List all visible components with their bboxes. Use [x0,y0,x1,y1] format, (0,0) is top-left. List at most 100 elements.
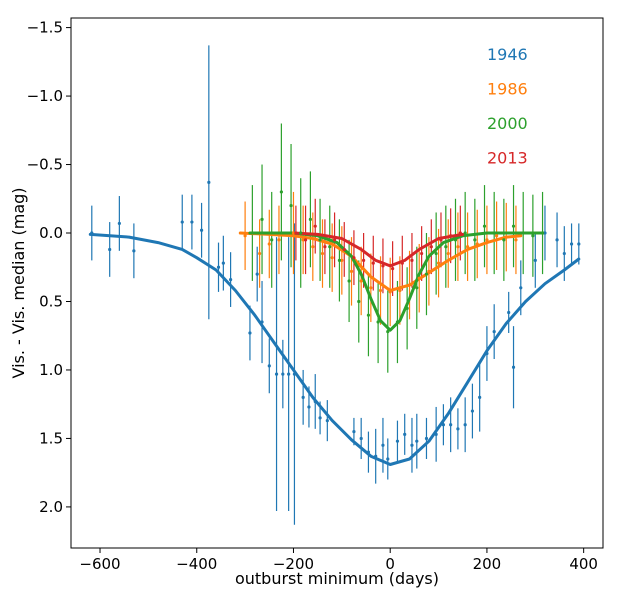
data-point-1986 [456,245,460,249]
data-point-1986 [465,245,470,249]
data-point-2000 [299,231,303,235]
plot-frame [70,17,604,549]
data-point-1946 [267,364,271,368]
data-point-2013 [420,251,424,256]
y-axis-label: Vis. - Vis. median (mag) [9,187,28,378]
data-point-2000 [347,279,351,283]
data-point-2000 [308,217,312,221]
data-point-1986 [258,251,262,256]
data-point-2000 [318,238,322,242]
data-point-2013 [303,238,308,242]
data-point-2000 [540,231,545,235]
data-point-1986 [291,231,296,235]
data-point-1946 [221,261,225,265]
data-point-1986 [388,290,392,294]
data-point-2000 [395,320,400,324]
data-point-1986 [311,245,315,249]
data-point-1946 [519,286,523,290]
data-point-1986 [277,238,281,242]
legend: 1946 1986 2000 2013 [487,45,528,168]
data-point-2013 [439,238,443,242]
data-point-2000 [415,286,419,290]
data-point-2013 [410,258,414,263]
data-point-2013 [323,245,327,249]
data-point-1946 [456,427,460,431]
x-tick-label: 200 [473,555,502,573]
data-point-2000 [328,245,332,249]
data-point-2000 [521,231,525,235]
data-point-1946 [359,436,363,441]
data-point-1946 [117,221,121,226]
x-tick-label: 400 [569,555,598,573]
data-point-1946 [374,454,378,458]
data-point-1986 [378,288,383,293]
data-point-2013 [342,247,346,252]
data-point-1946 [366,450,371,454]
data-point-1946 [507,310,511,315]
data-point-2000 [444,245,448,249]
data-point-1946 [463,423,467,427]
data-point-2000 [279,190,283,194]
data-point-1946 [301,395,305,399]
data-point-2000 [376,320,380,324]
data-point-1986 [330,256,334,260]
data-point-2000 [366,313,371,317]
data-point-1986 [320,251,325,256]
data-point-2013 [362,258,366,263]
data-point-1946 [415,439,419,443]
x-tick-label: −200 [273,555,314,573]
x-axis-ticks: −600 −400 −200 0 200 400 [79,548,598,573]
data-point-1946 [555,238,559,242]
data-point-2013 [458,231,462,235]
data-point-1986 [349,269,354,273]
data-point-2000 [424,272,429,276]
data-point-1986 [495,234,499,238]
data-point-1986 [243,234,247,238]
data-point-1946 [478,395,482,399]
x-tick-label: −400 [176,555,217,573]
data-point-1986 [417,276,421,280]
data-point-1946 [292,372,297,376]
data-point-1986 [359,279,363,283]
data-point-2000 [386,330,390,334]
data-point-2000 [531,234,535,238]
data-point-1946 [410,443,414,447]
y-tick-label: −1.5 [27,19,63,37]
data-point-1986 [436,261,441,265]
legend-label-2013: 2013 [487,149,528,168]
data-point-1946 [485,351,489,356]
data-point-1946 [318,416,322,420]
data-point-2000 [492,231,496,235]
data-point-1986 [427,269,431,273]
data-point-1946 [281,372,285,376]
data-point-1946 [577,242,581,246]
legend-label-1946: 1946 [487,45,528,64]
data-point-1946 [132,249,136,253]
data-point-1986 [485,238,489,242]
data-point-1946 [274,372,279,376]
data-point-1946 [449,423,453,427]
data-point-2000 [482,224,487,228]
x-tick-label: −600 [79,555,120,573]
data-point-2013 [332,238,337,242]
data-point-1946 [207,180,211,184]
data-point-1946 [424,436,429,441]
y-tick-label: 1.0 [39,361,63,379]
x-axis-label: outburst minimum (days) [235,569,439,588]
data-points-layer [90,180,581,461]
y-tick-label: 2.0 [39,498,63,516]
x-tick-label: 0 [385,555,395,573]
fit-curve-1946 [88,232,581,466]
data-point-1946 [492,330,496,334]
data-point-1946 [313,399,317,404]
data-point-2000 [453,238,458,242]
data-point-1946 [190,220,194,224]
data-point-1946 [248,331,252,335]
data-point-2000 [463,231,467,235]
data-point-1986 [504,235,508,239]
data-point-1946 [216,265,221,269]
data-point-2000 [357,299,361,304]
data-point-1946 [386,457,390,461]
data-point-1946 [533,258,537,263]
data-point-2013 [400,261,404,265]
